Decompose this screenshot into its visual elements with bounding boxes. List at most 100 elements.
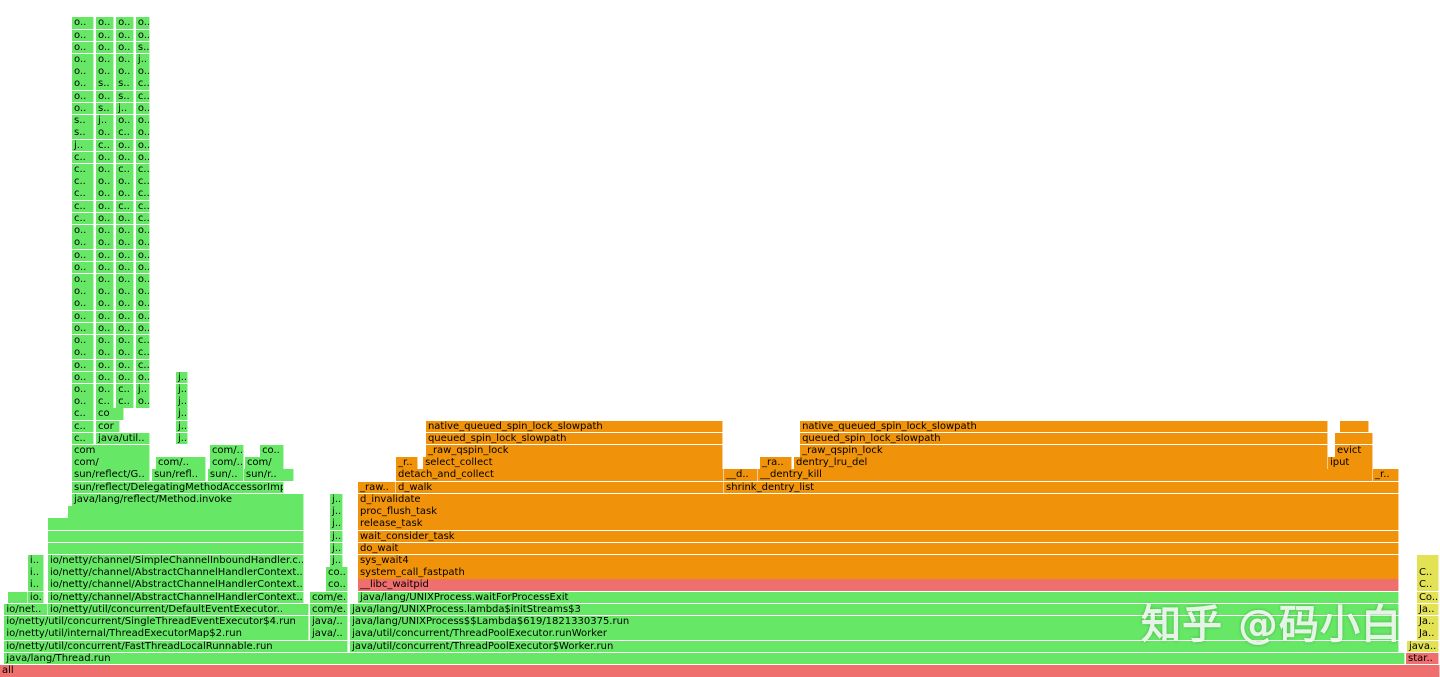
flame-frame[interactable]: o.. xyxy=(116,249,135,262)
flame-frame[interactable]: j.. xyxy=(175,408,189,420)
flame-frame[interactable]: o.. xyxy=(72,335,95,347)
flame-frame[interactable]: o.. xyxy=(116,41,135,54)
flame-frame[interactable]: s.. xyxy=(96,102,115,115)
flame-frame[interactable]: o.. xyxy=(72,78,95,91)
flame-frame[interactable]: java/.. xyxy=(310,616,349,628)
flame-frame[interactable]: o.. xyxy=(116,54,135,66)
flame-frame[interactable]: o.. xyxy=(135,273,151,286)
flame-frame[interactable]: o.. xyxy=(72,261,95,274)
flame-frame[interactable]: o.. xyxy=(72,371,95,384)
flame-frame[interactable]: o.. xyxy=(116,359,135,372)
flame-frame[interactable]: o.. xyxy=(135,115,151,127)
flame-frame[interactable]: _raw_qspin_lock xyxy=(425,445,723,457)
flame-frame[interactable]: c.. xyxy=(72,432,95,445)
flame-frame[interactable]: o.. xyxy=(72,90,95,103)
flame-frame[interactable]: c.. xyxy=(135,163,151,176)
flame-frame[interactable]: c.. xyxy=(116,396,135,408)
flame-frame[interactable]: o.. xyxy=(116,115,135,127)
flame-frame[interactable]: o.. xyxy=(72,54,95,66)
flame-frame[interactable]: o.. xyxy=(96,151,115,164)
flame-frame[interactable]: com/e.. xyxy=(310,603,349,616)
flame-frame[interactable]: o.. xyxy=(96,335,115,347)
flame-frame[interactable]: sun/reflect/G.. xyxy=(72,469,151,482)
flame-frame[interactable]: o.. xyxy=(135,261,151,274)
flame-frame[interactable]: system_call_fastpath xyxy=(357,567,1399,579)
flame-frame[interactable]: o.. xyxy=(72,347,95,359)
flame-frame[interactable]: o.. xyxy=(72,396,95,408)
flame-frame[interactable]: o.. xyxy=(116,151,135,164)
flame-frame[interactable]: o.. xyxy=(116,212,135,225)
flame-frame[interactable]: o.. xyxy=(72,298,95,310)
flame-frame[interactable]: c.. xyxy=(116,163,135,176)
flame-frame[interactable]: sun/r.. xyxy=(243,469,295,482)
flame-frame[interactable]: o.. xyxy=(135,127,151,139)
flame-frame[interactable]: s.. xyxy=(116,90,135,103)
flame-frame[interactable]: d_invalidate xyxy=(357,493,1399,506)
flame-frame[interactable] xyxy=(47,542,304,555)
flame-frame[interactable]: o.. xyxy=(96,371,115,384)
flame-frame[interactable]: o.. xyxy=(72,41,95,54)
flame-frame[interactable]: com/.. xyxy=(209,445,244,457)
flame-frame[interactable]: C.. xyxy=(1416,567,1439,579)
flame-frame[interactable]: Ja.. xyxy=(1416,628,1439,640)
flame-frame[interactable]: _ra.. xyxy=(760,457,792,469)
flame-frame[interactable]: c.. xyxy=(135,212,151,225)
flame-frame[interactable]: co.. xyxy=(260,445,284,457)
flame-frame[interactable]: o.. xyxy=(135,286,151,298)
flame-frame[interactable]: o.. xyxy=(135,322,151,335)
flame-frame[interactable]: c.. xyxy=(135,90,151,103)
flame-frame[interactable]: java/util.. xyxy=(96,432,151,445)
flame-frame[interactable]: c.. xyxy=(135,176,151,188)
flame-frame[interactable]: com xyxy=(72,445,151,457)
flame-frame[interactable]: Ja.. xyxy=(1416,603,1439,616)
flame-frame[interactable]: c.. xyxy=(135,347,151,359)
flame-frame[interactable]: java/util/concurrent/ThreadPoolExecutor.… xyxy=(350,628,1399,640)
flame-frame[interactable]: release_task xyxy=(357,518,1399,530)
flame-frame[interactable]: o.. xyxy=(116,139,135,152)
flame-frame[interactable]: o.. xyxy=(96,163,115,176)
flame-frame[interactable]: Co.. xyxy=(1416,591,1439,604)
flame-frame[interactable]: c.. xyxy=(72,151,95,164)
flame-frame[interactable]: o.. xyxy=(116,17,135,29)
flame-frame[interactable]: o.. xyxy=(96,273,115,286)
flame-frame[interactable]: com/.. xyxy=(209,457,244,469)
flame-frame[interactable]: native_queued_spin_lock_slowpath xyxy=(800,420,1328,433)
flame-frame[interactable]: dentry_lru_del xyxy=(794,457,1328,469)
flame-frame[interactable]: evict xyxy=(1335,445,1374,457)
flame-frame[interactable]: java/util/concurrent/ThreadPoolExecutor$… xyxy=(350,640,1399,653)
flame-frame[interactable]: java/lang/reflect/Method.invoke xyxy=(72,493,304,506)
flame-frame[interactable]: o.. xyxy=(135,237,151,249)
flame-frame[interactable]: o.. xyxy=(72,66,95,78)
flame-frame[interactable]: o.. xyxy=(96,322,115,335)
flame-frame[interactable]: o.. xyxy=(72,383,95,396)
flame-frame[interactable]: io/netty/util/concurrent/DefaultEventExe… xyxy=(47,603,309,616)
flame-frame[interactable]: o.. xyxy=(116,335,135,347)
flame-frame[interactable]: o.. xyxy=(96,298,115,310)
flame-frame[interactable]: j.. xyxy=(330,542,343,555)
flame-frame[interactable]: o.. xyxy=(116,273,135,286)
flame-frame[interactable]: i.. xyxy=(27,579,45,592)
flame-frame[interactable]: o.. xyxy=(96,188,115,200)
flame-frame[interactable]: o.. xyxy=(96,286,115,298)
flame-frame[interactable]: j.. xyxy=(135,383,151,396)
flame-frame[interactable]: o.. xyxy=(96,347,115,359)
flame-frame[interactable]: s.. xyxy=(72,115,95,127)
flame-frame[interactable]: o.. xyxy=(116,176,135,188)
flame-frame[interactable]: io/netty/util/internal/ThreadExecutorMap… xyxy=(4,628,310,640)
flame-frame[interactable]: _r.. xyxy=(1373,469,1399,482)
flame-frame[interactable]: c.. xyxy=(96,396,115,408)
flame-frame[interactable] xyxy=(47,530,304,543)
flame-frame[interactable]: sun/reflect/DelegatingMethodAccessorImpl… xyxy=(72,481,284,494)
flame-frame[interactable]: s.. xyxy=(135,41,151,54)
flame-frame[interactable]: o.. xyxy=(72,273,95,286)
flame-frame[interactable]: cor xyxy=(96,420,120,433)
flame-frame[interactable]: o.. xyxy=(135,29,151,42)
flame-frame[interactable]: select_collect xyxy=(423,457,723,469)
flame-frame[interactable]: o.. xyxy=(96,237,115,249)
flame-frame[interactable]: com/ xyxy=(72,457,151,469)
flame-frame[interactable]: queued_spin_lock_slowpath xyxy=(425,432,723,445)
flame-frame[interactable]: o.. xyxy=(135,102,151,115)
flame-frame[interactable] xyxy=(47,518,304,530)
flame-frame[interactable]: o.. xyxy=(96,212,115,225)
flame-frame[interactable]: java/.. xyxy=(310,628,349,640)
